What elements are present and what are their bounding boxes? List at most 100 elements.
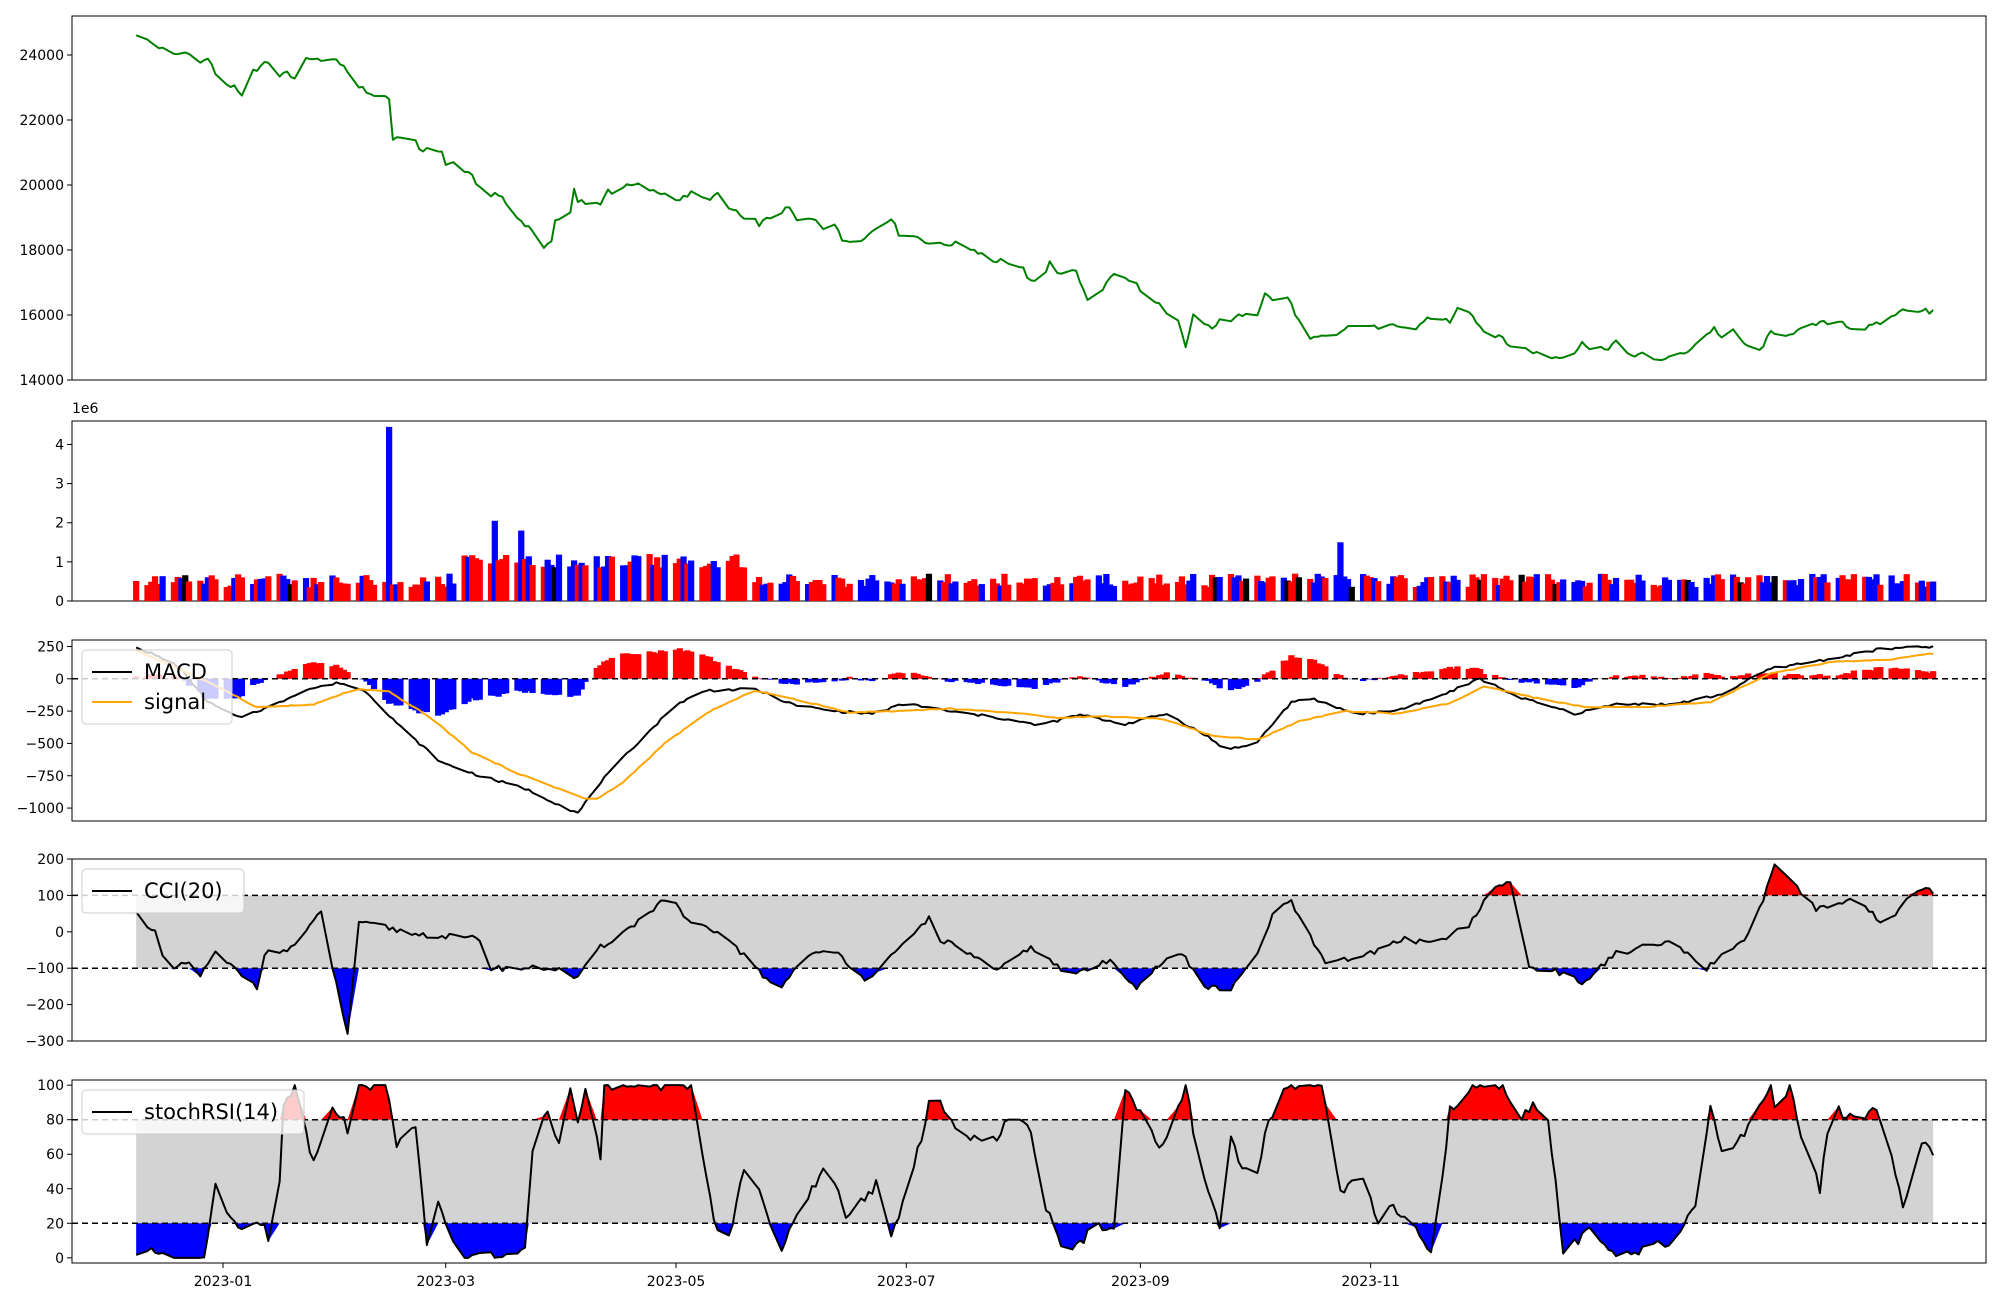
volume-bar — [1341, 576, 1348, 601]
macd-histogram-bar — [703, 656, 710, 679]
macd-histogram-bar — [1718, 676, 1725, 679]
macd-histogram-bar — [363, 678, 370, 682]
macd-histogram-bar — [835, 678, 842, 680]
volume-bar — [706, 563, 714, 601]
volume-bar — [1631, 583, 1639, 601]
volume-bar — [1582, 586, 1589, 601]
volume-bar — [1333, 575, 1340, 601]
macd-histogram-bar — [1526, 678, 1533, 683]
macd-histogram-bar — [891, 673, 899, 679]
volume-bar — [1122, 580, 1129, 601]
volume-bar — [1677, 579, 1684, 601]
volume-bar — [601, 566, 608, 601]
macd-histogram-bar — [1005, 678, 1012, 686]
volume-bar — [1850, 574, 1857, 601]
volume-bar — [839, 578, 846, 601]
volume-bar — [1473, 577, 1480, 601]
volume-bar — [472, 558, 480, 601]
volume-bar — [1239, 580, 1246, 601]
volume-bar — [1363, 575, 1370, 601]
volume-bar — [725, 560, 732, 601]
volume-bar — [1816, 576, 1824, 601]
cci-panel: −300 −200 −100 0 100 200 CCI(20) — [26, 852, 1987, 1050]
volume-bar — [382, 581, 389, 601]
macd-ytick-label: −1000 — [17, 801, 64, 817]
volume-bar — [1258, 581, 1265, 601]
volume-bar — [646, 554, 653, 601]
volume-bar — [212, 579, 219, 601]
volume-bar — [1001, 573, 1008, 601]
macd-histogram-bar — [1794, 673, 1801, 679]
macd-histogram-bar — [1265, 672, 1272, 679]
volume-bar — [1522, 581, 1529, 601]
macd-histogram-bar — [1571, 678, 1578, 689]
volume-bar — [1099, 583, 1106, 601]
macd-histogram-bar — [1809, 675, 1816, 679]
macd-histogram-bar — [1175, 674, 1182, 679]
volume-ytick-label: 2 — [55, 516, 64, 532]
macd-histogram-bar — [1703, 672, 1710, 679]
macd-line — [135, 645, 1934, 814]
macd-histogram-bar — [1771, 672, 1778, 679]
macd-histogram-bar — [1318, 664, 1325, 679]
macd-histogram-bar — [725, 665, 732, 679]
macd-histogram-bar — [495, 678, 502, 697]
volume-bar — [1465, 586, 1472, 601]
volume-bar — [257, 578, 264, 601]
volume-bar — [1390, 576, 1397, 601]
volume-bar — [752, 582, 759, 601]
macd-legend — [81, 649, 233, 725]
macd-histogram-bar — [1152, 677, 1159, 679]
x-tick-label: 2023-01 — [194, 1274, 253, 1290]
volume-bar — [1295, 577, 1303, 601]
macd-histogram-bar — [1745, 673, 1752, 679]
macd-histogram-bar — [842, 678, 850, 681]
volume-bar — [465, 556, 472, 601]
volume-bar — [1809, 573, 1816, 601]
macd-histogram-bar — [1578, 678, 1586, 686]
volume-bar — [1446, 581, 1454, 601]
volume-bar — [620, 565, 627, 601]
macd-histogram-bar — [1148, 676, 1155, 679]
macd-histogram-bar — [1288, 655, 1295, 679]
volume-bar — [367, 580, 374, 601]
volume-bar — [1797, 579, 1805, 601]
volume-bar — [1205, 587, 1212, 601]
macd-histogram-bar — [1495, 677, 1503, 679]
volume-bar — [333, 577, 340, 601]
macd-histogram-bar — [435, 678, 442, 716]
volume-bar — [487, 563, 495, 601]
volume-bar — [1888, 575, 1895, 601]
macd-histogram-bar — [419, 678, 427, 712]
macd-histogram-bar — [922, 675, 929, 679]
volume-bar — [974, 585, 982, 601]
volume-bar — [201, 583, 208, 601]
macd-histogram-bar — [1107, 678, 1114, 683]
volume-bar — [306, 587, 313, 601]
volume-bar — [1865, 576, 1873, 601]
volume-bar — [1824, 582, 1831, 601]
macd-histogram-bar — [306, 663, 313, 679]
macd-histogram-bar — [1582, 678, 1589, 682]
volume-bar — [1628, 579, 1635, 601]
volume-bar — [1680, 579, 1688, 601]
macd-histogram-bar — [635, 654, 642, 679]
volume-bar — [340, 583, 347, 601]
macd-histogram-bar — [344, 672, 351, 679]
macd-histogram-bar — [1782, 675, 1790, 679]
volume-bar — [291, 580, 298, 601]
macd-histogram-bar — [1650, 676, 1657, 679]
macd-histogram-bar — [1227, 678, 1235, 691]
volume-bar — [990, 578, 997, 601]
volume-bar — [593, 556, 600, 601]
volume-bar — [525, 556, 532, 601]
macd-histogram-bar — [1635, 676, 1642, 679]
macd-histogram-bar — [740, 671, 748, 679]
macd-histogram-bar — [1820, 676, 1827, 679]
macd-histogram-bar — [1518, 678, 1525, 683]
volume-bar — [314, 584, 321, 601]
macd-histogram-bar — [514, 678, 521, 691]
macd-histogram-bar — [1877, 667, 1884, 679]
